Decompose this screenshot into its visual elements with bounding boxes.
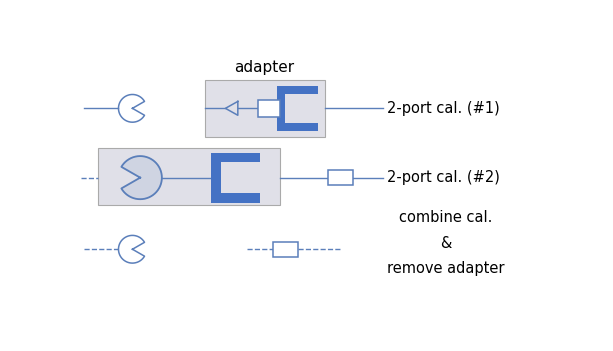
Bar [273,241,299,257]
Polygon shape [211,153,259,203]
Bar [205,80,325,137]
Bar [258,100,280,117]
Text: combine cal.
&
remove adapter: combine cal. & remove adapter [387,210,504,276]
Text: 2-port cal. (#1): 2-port cal. (#1) [387,101,500,116]
Text: adapter: adapter [234,60,294,75]
Bar [98,148,281,205]
Polygon shape [277,86,318,131]
Polygon shape [121,156,162,199]
Text: 2-port cal. (#2): 2-port cal. (#2) [387,170,500,185]
Bar [328,170,352,185]
